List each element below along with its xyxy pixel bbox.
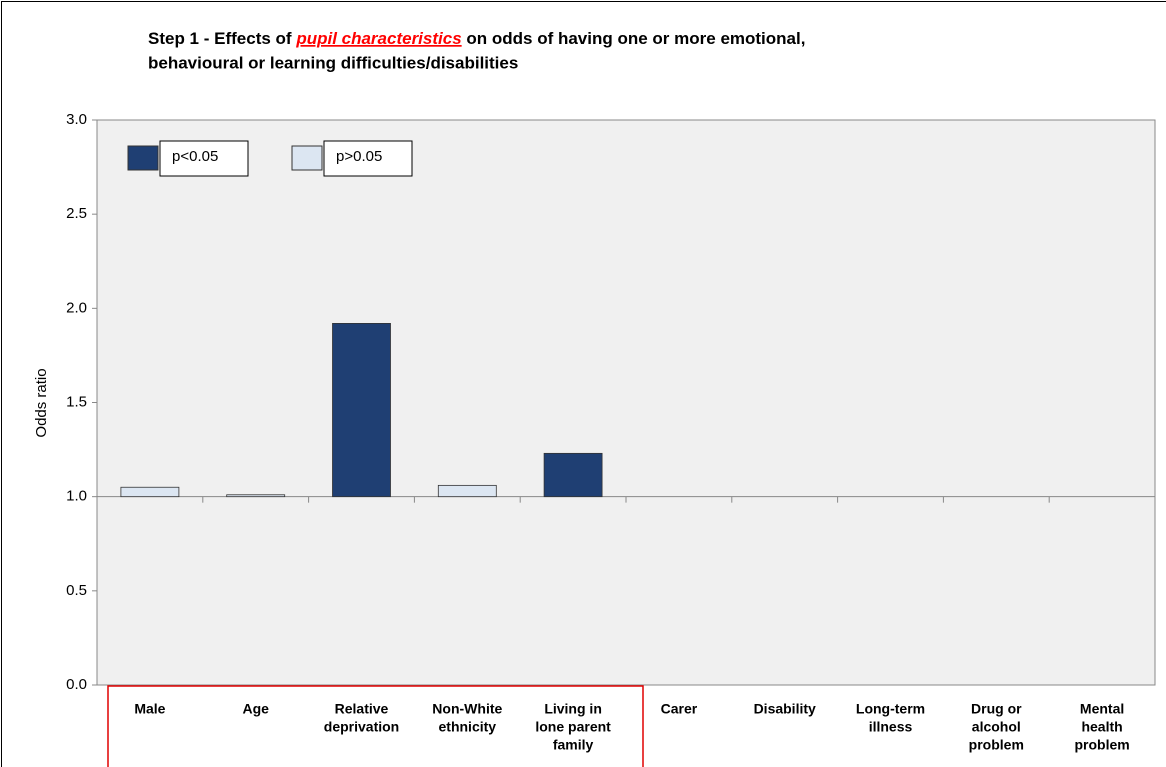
plot-area	[96, 119, 1156, 686]
x-tick-label: Carer	[661, 701, 698, 717]
x-tick-label: lone parent	[535, 719, 611, 735]
x-tick-label: problem	[969, 737, 1024, 753]
x-tick-label: problem	[1074, 737, 1129, 753]
y-tick-label: 3.0	[66, 111, 87, 128]
title-prefix: Step 1 - Effects of	[148, 29, 296, 48]
x-tick-label: deprivation	[324, 719, 399, 735]
x-tick-label: ethnicity	[439, 719, 497, 735]
y-tick-label: 0.5	[66, 582, 87, 599]
highlight-box	[107, 685, 644, 767]
x-tick-label: Long-term	[856, 701, 925, 717]
x-tick-label: family	[553, 737, 594, 753]
legend-swatch	[127, 145, 159, 171]
bar	[120, 486, 180, 498]
x-tick-label: illness	[869, 719, 913, 735]
chart-title: Step 1 - Effects of pupil characteristic…	[148, 29, 805, 48]
y-tick-label: 0.0	[66, 676, 87, 693]
x-tick-label: health	[1081, 719, 1122, 735]
bar	[226, 494, 286, 498]
legend-label: p>0.05	[336, 148, 382, 165]
x-tick-label: Relative	[335, 701, 389, 717]
x-tick-label: Mental	[1080, 701, 1124, 717]
legend-box	[323, 140, 413, 177]
x-tick-label: Age	[242, 701, 269, 717]
chart-title-line2: behavioural or learning difficulties/dis…	[148, 53, 518, 72]
legend-box	[159, 140, 249, 177]
y-tick-label: 1.0	[66, 488, 87, 505]
x-tick-label: Male	[134, 701, 165, 717]
title-highlight: pupil characteristics	[295, 29, 461, 48]
x-tick-label: Drug or	[971, 701, 1022, 717]
x-tick-label: Non-White	[432, 701, 502, 717]
legend-swatch	[291, 145, 323, 171]
x-tick-label: alcohol	[972, 719, 1021, 735]
bar	[332, 322, 391, 498]
bar	[543, 452, 603, 498]
y-tick-label: 2.5	[66, 205, 87, 222]
y-axis-label: Odds ratio	[33, 368, 50, 437]
bar	[437, 484, 497, 498]
title-suffix: on odds of having one or more emotional,	[462, 29, 806, 48]
x-tick-label: Living in	[544, 701, 602, 717]
y-tick-label: 1.5	[66, 393, 87, 410]
y-tick-label: 2.0	[66, 299, 87, 316]
x-tick-label: Disability	[754, 701, 816, 717]
legend-label: p<0.05	[172, 148, 218, 165]
